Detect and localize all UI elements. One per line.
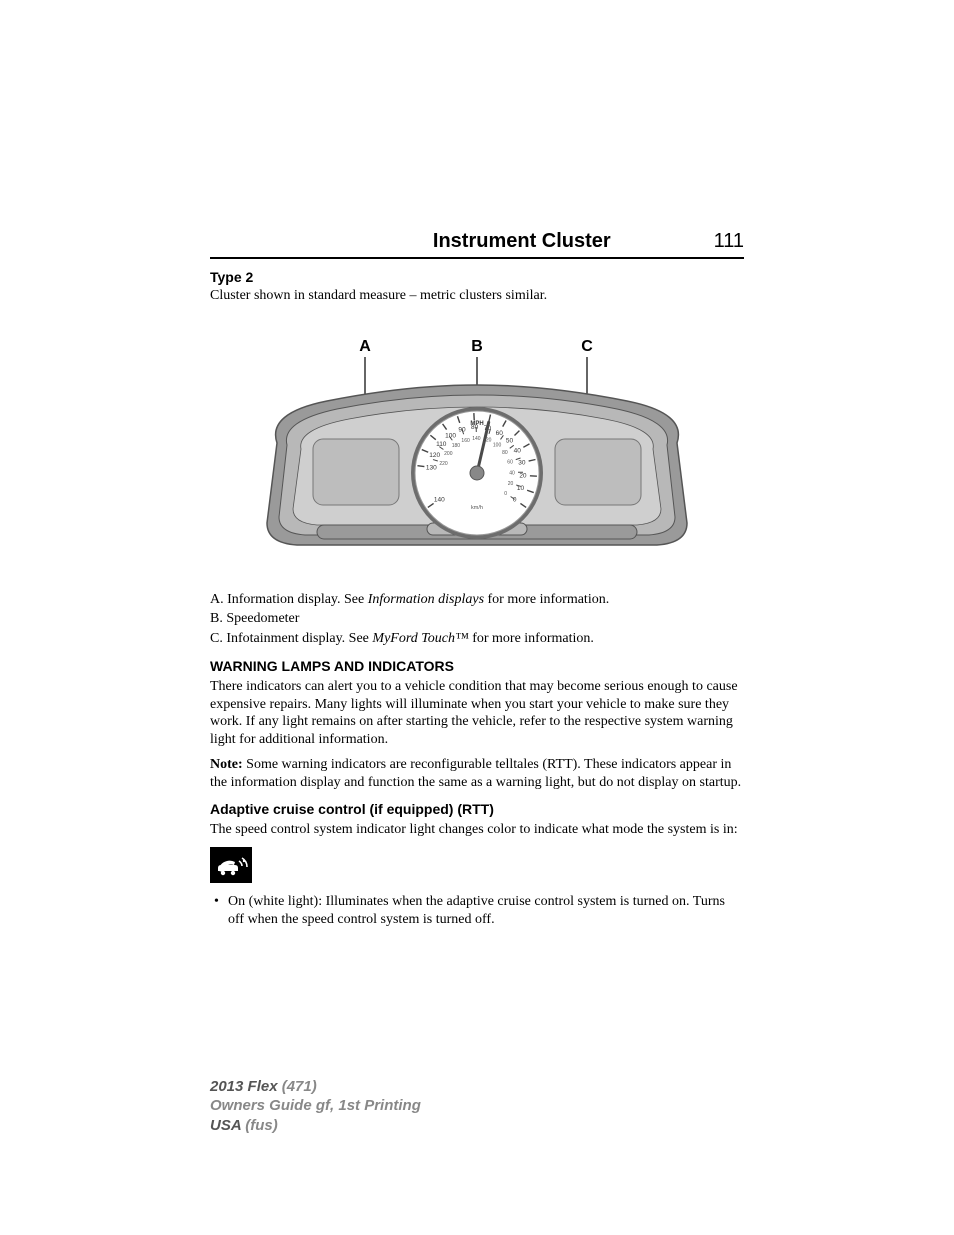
svg-text:140: 140	[434, 496, 445, 503]
svg-text:110: 110	[436, 441, 447, 448]
adaptive-bullet: • On (white light): Illuminates when the…	[214, 893, 744, 929]
adaptive-cruise-icon	[210, 847, 252, 883]
svg-text:50: 50	[506, 437, 514, 444]
svg-text:30: 30	[518, 459, 526, 466]
svg-text:220: 220	[439, 460, 448, 466]
warning-note: Note: Some warning indicators are reconf…	[210, 756, 744, 791]
cluster-diagram: ABC0102030405060708090100110120130140020…	[210, 333, 744, 568]
legend-b: B. Speedometer	[210, 609, 744, 629]
svg-text:0: 0	[504, 491, 507, 497]
warning-heading: WARNING LAMPS AND INDICATORS	[210, 658, 744, 674]
warning-para: There indicators can alert you to a vehi…	[210, 678, 744, 748]
svg-text:60: 60	[496, 429, 504, 436]
adaptive-heading: Adaptive cruise control (if equipped) (R…	[210, 801, 744, 817]
svg-text:100: 100	[493, 442, 502, 448]
legend-a: A. Information display. See Information …	[210, 590, 744, 610]
svg-text:180: 180	[452, 443, 461, 449]
svg-text:C: C	[581, 338, 593, 355]
svg-text:130: 130	[426, 464, 437, 471]
svg-text:200: 200	[444, 450, 453, 456]
svg-text:MPH: MPH	[470, 421, 483, 427]
adaptive-intro: The speed control system indicator light…	[210, 821, 744, 839]
svg-text:40: 40	[509, 470, 515, 476]
footer: 2013 Flex (471) Owners Guide gf, 1st Pri…	[210, 1077, 421, 1136]
svg-text:80: 80	[502, 449, 508, 455]
svg-text:40: 40	[514, 447, 522, 454]
svg-text:20: 20	[508, 481, 514, 487]
svg-text:A: A	[359, 338, 371, 355]
svg-text:km/h: km/h	[471, 505, 483, 511]
cluster-svg: ABC0102030405060708090100110120130140020…	[257, 333, 697, 563]
type2-intro: Cluster shown in standard measure – metr…	[210, 287, 744, 305]
svg-text:B: B	[471, 338, 483, 355]
svg-text:160: 160	[461, 437, 470, 443]
header-title: Instrument Cluster	[313, 230, 611, 253]
svg-text:120: 120	[429, 452, 440, 459]
page-header: Instrument Cluster 111	[210, 230, 744, 259]
type2-heading: Type 2	[210, 269, 744, 285]
legend-c: C. Infotainment display. See MyFord Touc…	[210, 629, 744, 649]
page-number: 111	[714, 230, 744, 253]
svg-text:140: 140	[472, 436, 481, 442]
svg-text:0: 0	[513, 496, 517, 503]
svg-text:20: 20	[519, 472, 527, 479]
svg-text:60: 60	[507, 459, 513, 465]
